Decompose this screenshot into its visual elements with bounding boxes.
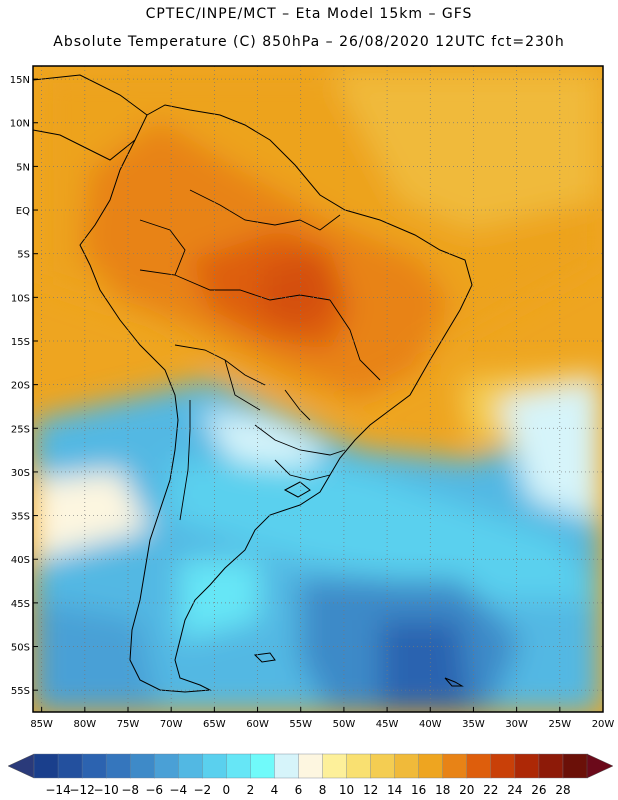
colorbar-label: 18 (435, 783, 450, 797)
lat-label: 25S (11, 424, 30, 435)
colorbar-label: 24 (507, 783, 522, 797)
colorbar-label: 16 (411, 783, 426, 797)
lat-label: 20S (11, 381, 30, 392)
lat-label: 35S (11, 512, 30, 523)
colorbar-bin (178, 753, 204, 779)
colorbar-bin (442, 753, 468, 779)
lon-label: 65W (203, 719, 226, 730)
lon-label: 20W (592, 719, 615, 730)
lat-label: 5S (17, 250, 30, 261)
lat-label: 10S (11, 293, 30, 304)
map-frame (32, 65, 604, 713)
lon-label: 35W (462, 719, 485, 730)
colorbar-bin (514, 753, 540, 779)
colorbar-label: 8 (319, 783, 327, 797)
colorbar-bin (250, 753, 276, 779)
colorbar-high-arrow (586, 753, 614, 779)
lon-label: 85W (30, 719, 53, 730)
lon-label: 70W (160, 719, 183, 730)
colorbar-bin (346, 753, 372, 779)
colorbar-label: −14 (45, 783, 70, 797)
colorbar-bin (57, 753, 83, 779)
longitude-axis: 85W 80W 75W 70W 65W 60W 55W 50W 45W 40W 35W 30W 25W 2… (30, 707, 614, 730)
lat-label: 55S (11, 686, 30, 697)
lon-label: 25W (549, 719, 572, 730)
lon-label: 55W (289, 719, 312, 730)
colorbar-label: −12 (69, 783, 94, 797)
colorbar: −14−12−10 −8 −6 −4 −2 0 2 4 6 8 10 12 14 16 18 20 22 24 26… (7, 753, 614, 797)
lon-label: 45W (376, 719, 399, 730)
lon-label: 60W (246, 719, 269, 730)
lat-label: 45S (11, 599, 30, 610)
colorbar-label: 20 (459, 783, 474, 797)
temperature-field (33, 66, 603, 712)
colorbar-label: 10 (339, 783, 354, 797)
colorbar-bin (370, 753, 396, 779)
lat-label: 5N (16, 162, 30, 173)
lat-label: 15S (11, 337, 30, 348)
colorbar-low-arrow (7, 753, 35, 779)
lon-label: 75W (117, 719, 140, 730)
colorbar-label: 26 (531, 783, 546, 797)
lat-label: 30S (11, 468, 30, 479)
colorbar-label: 14 (387, 783, 402, 797)
lat-label: 40S (11, 555, 30, 566)
colorbar-label: −6 (145, 783, 163, 797)
latitude-axis: 15N 10N 5N EQ 5S 10S 15S 20S 25S 30S 35S 40S 45S 50S 5… (10, 75, 38, 697)
colorbar-label: 28 (555, 783, 570, 797)
colorbar-label: −10 (93, 783, 118, 797)
colorbar-bin (33, 753, 59, 779)
colorbar-bin (274, 753, 300, 779)
lon-label: 30W (505, 719, 528, 730)
colorbar-label: 2 (247, 783, 255, 797)
colorbar-bin (226, 753, 252, 779)
lat-label: 15N (10, 75, 30, 86)
colorbar-bin (562, 753, 588, 779)
lon-label: 50W (333, 719, 356, 730)
colorbar-bin (298, 753, 324, 779)
title-line-2: Absolute Temperature (C) 850hPa – 26/08/… (53, 34, 565, 50)
colorbar-label: 12 (363, 783, 378, 797)
colorbar-label: −8 (121, 783, 139, 797)
graticule (33, 66, 604, 712)
colorbar-label: −2 (193, 783, 211, 797)
colorbar-bin (154, 753, 179, 779)
colorbar-bin (466, 753, 492, 779)
coastline (79, 104, 473, 693)
colorbar-bin (129, 753, 155, 779)
colorbar-bin (538, 753, 564, 779)
lat-label: 50S (11, 643, 30, 654)
lat-label: EQ (16, 206, 30, 217)
lat-label: 10N (10, 119, 30, 130)
colorbar-bin (394, 753, 420, 779)
colorbar-label: 6 (295, 783, 303, 797)
colorbar-bin (81, 753, 107, 779)
colorbar-bin (322, 753, 348, 779)
colorbar-bin (418, 753, 444, 779)
colorbar-bin (202, 753, 228, 779)
colorbar-label: 0 (223, 783, 231, 797)
colorbar-label: −4 (169, 783, 187, 797)
country-borders (139, 189, 381, 521)
lon-label: 40W (419, 719, 442, 730)
lon-label: 80W (74, 719, 97, 730)
title-line-1: CPTEC/INPE/MCT – Eta Model 15km – GFS (145, 6, 473, 22)
colorbar-bin (490, 753, 516, 779)
colorbar-label: 4 (271, 783, 279, 797)
colorbar-label: 22 (483, 783, 498, 797)
colorbar-bin (105, 753, 131, 779)
